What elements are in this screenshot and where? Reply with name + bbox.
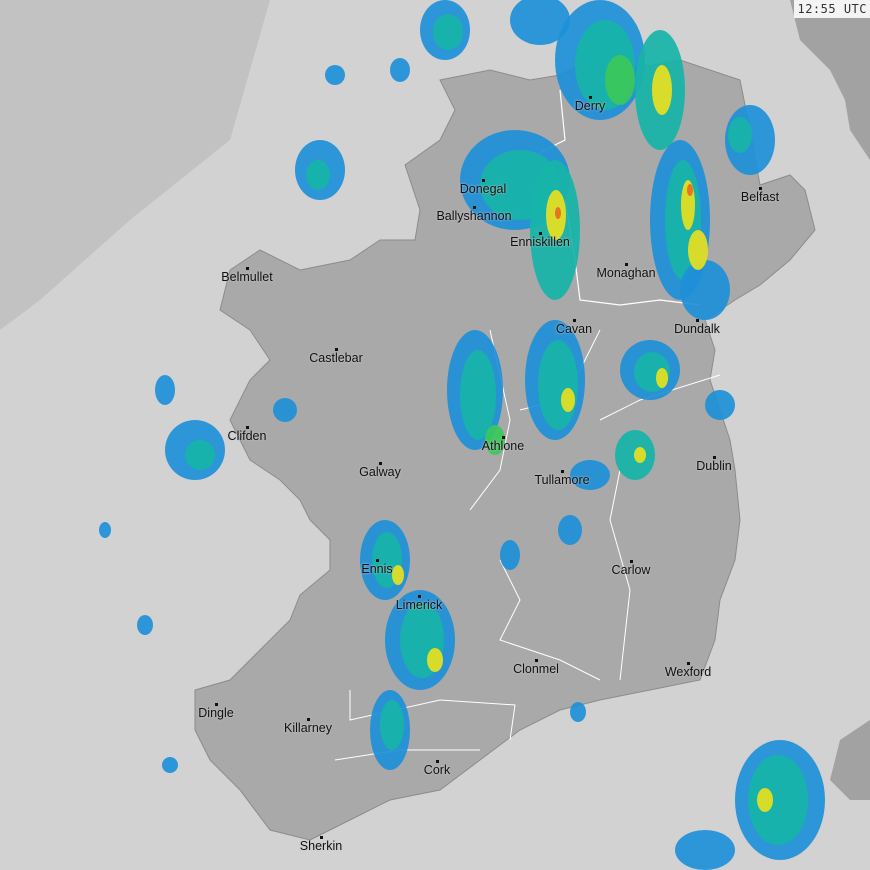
city-marker xyxy=(482,179,485,182)
city-label: Castlebar xyxy=(309,351,363,365)
precipitation-cell xyxy=(605,55,635,105)
precipitation-cell xyxy=(675,830,735,870)
precipitation-cell xyxy=(510,0,570,45)
city-label: Killarney xyxy=(284,721,332,735)
precipitation-cell xyxy=(748,755,808,845)
city-label: Carlow xyxy=(611,563,651,577)
precipitation-cell xyxy=(757,788,773,812)
precipitation-cell xyxy=(155,375,175,405)
city-label: Tullamore xyxy=(534,473,590,487)
city-marker xyxy=(561,470,564,473)
precipitation-cell xyxy=(273,398,297,422)
city-marker xyxy=(589,96,592,99)
city-marker xyxy=(320,836,323,839)
city-marker xyxy=(246,426,249,429)
city-marker xyxy=(246,267,249,270)
city-label: Dingle xyxy=(198,706,234,720)
city-label: Dundalk xyxy=(674,322,720,336)
outside-coverage-area xyxy=(0,0,270,330)
city-marker xyxy=(376,559,379,562)
precipitation-cell xyxy=(427,648,443,672)
precipitation-cell xyxy=(687,184,693,196)
precipitation-cell xyxy=(390,58,410,82)
city-marker xyxy=(535,659,538,662)
precipitation-cell xyxy=(558,515,582,545)
precipitation-cell xyxy=(570,702,586,722)
city-marker xyxy=(625,263,628,266)
precipitation-cell xyxy=(380,700,404,750)
precipitation-cell xyxy=(99,522,111,538)
city-marker xyxy=(418,595,421,598)
city-label: Dublin xyxy=(696,459,732,473)
precipitation-cell xyxy=(306,160,330,190)
city-marker xyxy=(379,462,382,465)
city-marker xyxy=(630,560,633,563)
precipitation-cell xyxy=(392,565,404,585)
timestamp-label: 12:55 UTC xyxy=(794,0,870,18)
city-label: Wexford xyxy=(664,665,712,679)
precipitation-cell xyxy=(555,207,561,219)
city-label: Ballyshannon xyxy=(436,209,512,223)
city-label: Derry xyxy=(574,99,606,113)
city-label: Athlone xyxy=(481,439,525,453)
precipitation-cell xyxy=(433,14,463,50)
city-marker xyxy=(573,319,576,322)
city-label: Enniskillen xyxy=(510,235,570,249)
city-marker xyxy=(502,436,505,439)
city-marker xyxy=(307,718,310,721)
city-marker xyxy=(687,662,690,665)
precipitation-cell xyxy=(728,117,752,153)
city-label: Galway xyxy=(359,465,401,479)
precipitation-cell xyxy=(185,440,215,470)
precipitation-cell xyxy=(680,260,730,320)
city-label: Clifden xyxy=(227,429,267,443)
city-marker xyxy=(436,760,439,763)
city-label: Limerick xyxy=(395,598,443,612)
city-label: Belmullet xyxy=(221,270,273,284)
precipitation-cell xyxy=(538,340,578,430)
precipitation-cell xyxy=(325,65,345,85)
precipitation-cell xyxy=(162,757,178,773)
city-marker xyxy=(539,232,542,235)
wales-landmass xyxy=(830,720,870,800)
precipitation-cell xyxy=(688,230,708,270)
city-label: Cavan xyxy=(555,322,593,336)
precipitation-cell xyxy=(500,540,520,570)
scotland-landmass xyxy=(790,0,870,160)
precipitation-cell xyxy=(634,447,646,463)
precipitation-cell xyxy=(656,368,668,388)
city-label: Cork xyxy=(423,763,451,777)
city-label: Monaghan xyxy=(596,266,656,280)
precipitation-cell xyxy=(485,425,505,455)
city-marker xyxy=(215,703,218,706)
precipitation-cell xyxy=(705,390,735,420)
precipitation-cell xyxy=(460,350,496,440)
city-marker xyxy=(696,319,699,322)
city-marker xyxy=(759,187,762,190)
precipitation-cell xyxy=(561,388,575,412)
city-label: Belfast xyxy=(740,190,780,204)
precipitation-cell xyxy=(652,65,672,115)
city-label: Sherkin xyxy=(299,839,343,853)
city-label: Clonmel xyxy=(513,662,559,676)
city-marker xyxy=(713,456,716,459)
city-label: Donegal xyxy=(459,182,507,196)
radar-precipitation-layer xyxy=(99,0,825,870)
city-marker xyxy=(473,206,476,209)
precipitation-cell xyxy=(137,615,153,635)
city-marker xyxy=(335,348,338,351)
precipitation-cell xyxy=(570,460,610,490)
city-label: Ennis xyxy=(361,562,393,576)
